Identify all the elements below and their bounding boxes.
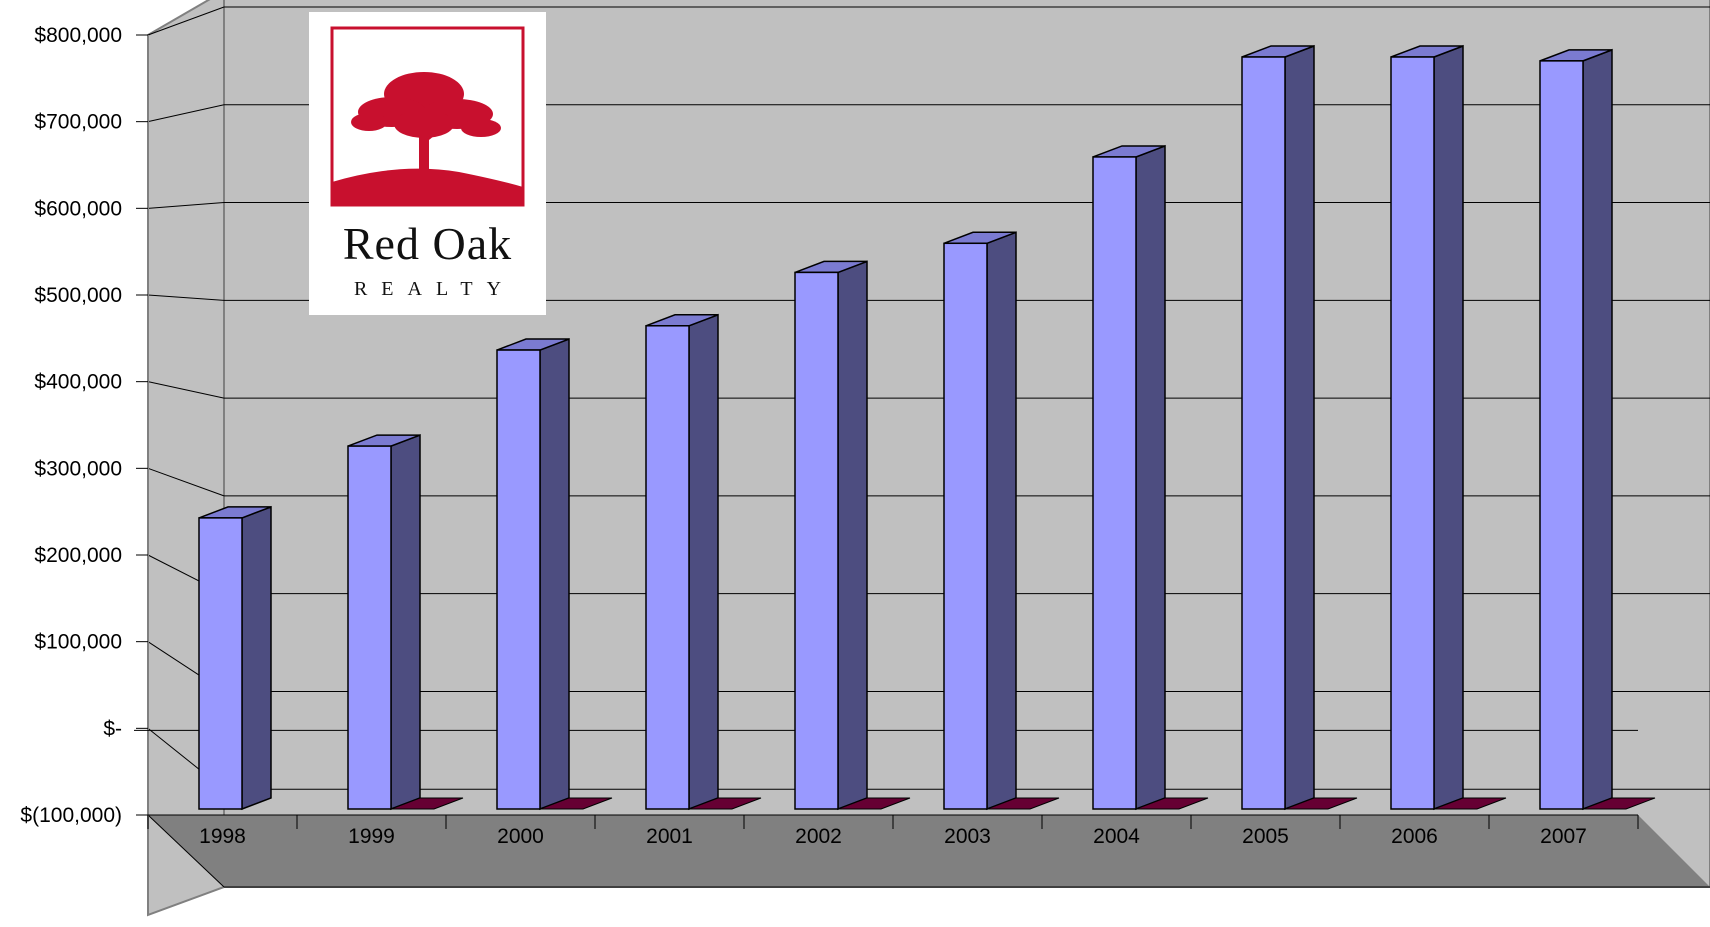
chart-floor — [148, 815, 1710, 887]
bar — [496, 337, 570, 811]
bar — [1092, 144, 1166, 811]
x-tick-label: 2006 — [1391, 825, 1438, 848]
bar-front — [496, 349, 541, 810]
bar-side — [986, 231, 1017, 811]
bar-series2-flat — [1284, 797, 1358, 810]
bar-front — [1092, 156, 1137, 810]
bar-series2-flat — [1582, 797, 1656, 810]
bar-side — [539, 337, 570, 811]
bar-front — [347, 445, 392, 810]
bar-series2-flat — [1135, 797, 1209, 810]
y-tick-label: $400,000 — [34, 371, 122, 394]
bar-series2-flat — [390, 797, 464, 810]
x-tick-label: 2003 — [944, 825, 991, 848]
bar — [347, 434, 421, 811]
y-tick-label: $200,000 — [34, 544, 122, 567]
oak-tree-icon — [332, 72, 523, 205]
bar-side — [241, 505, 272, 811]
bar-front — [1390, 56, 1435, 810]
bar — [943, 231, 1017, 811]
bar-series2-flat — [837, 797, 911, 810]
x-tick-label: 2000 — [497, 825, 544, 848]
x-tick-label: 2002 — [795, 825, 842, 848]
bar — [1539, 48, 1613, 811]
gridline-side — [147, 381, 225, 399]
bar-front — [943, 242, 988, 810]
bars — [198, 44, 1656, 811]
y-tick-label: $300,000 — [34, 457, 122, 480]
x-tick-label: 1998 — [199, 825, 246, 848]
bar — [1390, 44, 1464, 811]
gridline-side — [147, 294, 225, 301]
bar — [645, 313, 719, 811]
y-axis: $800,000 $700,000 $600,000 $500,000 $400,000… — [20, 24, 1638, 915]
y-tick-label: $100,000 — [34, 631, 122, 654]
logo-tagline: REALTY — [353, 278, 516, 300]
bar-side — [1582, 48, 1613, 811]
y-tick-label: $(100,000) — [20, 804, 122, 827]
bar-side — [1284, 44, 1315, 811]
gridline-side — [147, 104, 225, 123]
x-tick-label: 2004 — [1093, 825, 1140, 848]
x-tick-label: 2007 — [1540, 825, 1587, 848]
x-axis: 1998 1999 2000 2001 2002 2003 2004 2005 2006 2007 — [147, 814, 1639, 848]
y-tick-label: $600,000 — [34, 197, 122, 220]
x-tick-label: 2001 — [646, 825, 693, 848]
x-tick-label: 1999 — [348, 825, 395, 848]
bar-front — [1539, 60, 1584, 810]
bar-front — [794, 271, 839, 810]
y-tick-label: $- — [103, 717, 122, 740]
bar-series2-flat — [986, 797, 1060, 810]
bar-series2-flat — [688, 797, 762, 810]
y-tick-label: $500,000 — [34, 284, 122, 307]
bar-side — [688, 313, 719, 811]
gridline-side — [147, 202, 225, 209]
x-tick-label: 2005 — [1242, 825, 1289, 848]
bar-series2-flat — [1433, 797, 1507, 810]
bar-side — [1433, 44, 1464, 811]
logo-name: Red Oak — [342, 218, 513, 269]
bar — [794, 260, 868, 811]
red-oak-logo: Red Oak REALTY — [309, 12, 546, 315]
gridline-side — [147, 814, 225, 888]
y-tick-label: $700,000 — [34, 111, 122, 134]
bar-side — [1135, 144, 1166, 811]
gridline-side — [147, 6, 225, 36]
bar — [1241, 44, 1315, 811]
bar-front — [198, 517, 243, 810]
bar-series2-flat — [539, 797, 613, 810]
bar-front — [645, 325, 690, 810]
bar-side — [837, 260, 868, 811]
bar-front — [1241, 56, 1286, 810]
bar-side — [390, 434, 421, 811]
bar — [198, 505, 272, 811]
y-tick-label: $800,000 — [34, 24, 122, 47]
gridline-side — [147, 467, 225, 497]
